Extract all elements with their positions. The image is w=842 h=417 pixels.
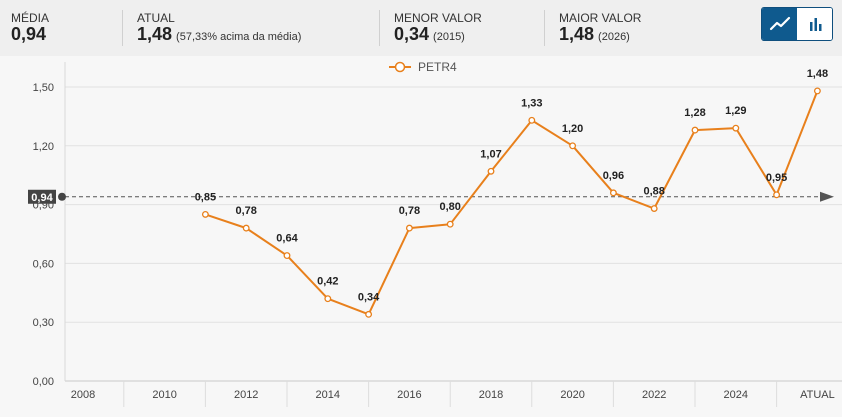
data-label: 0,88 — [643, 186, 664, 198]
divider — [544, 10, 545, 46]
divider — [379, 10, 380, 46]
average-badge-label: 0,94 — [31, 192, 53, 204]
data-point[interactable] — [650, 205, 658, 212]
data-point[interactable] — [405, 224, 413, 232]
legend-swatch-marker — [394, 61, 406, 73]
data-point[interactable] — [487, 167, 495, 175]
average-line: 0,94 — [28, 189, 834, 204]
data-point[interactable] — [528, 116, 536, 124]
x-tick-label: 2024 — [724, 389, 748, 401]
line-chart: PETR4 0,000,300,600,901,201,50 2008 2010 2… — [28, 60, 842, 407]
data-label: 0,78 — [399, 205, 420, 217]
data-label: 0,78 — [235, 205, 256, 217]
x-tick-label: ATUAL — [800, 389, 835, 401]
y-axis: 0,000,300,600,901,201,50 — [33, 82, 54, 388]
data-label: 0,64 — [276, 233, 298, 245]
data-point[interactable] — [813, 87, 821, 95]
data-label: 1,07 — [480, 148, 501, 160]
y-tick-label: 1,50 — [33, 82, 54, 94]
data-point[interactable] — [569, 142, 577, 150]
data-labels: 0,85 0,78 0,64 0,42 0,34 0,78 0,80 1,07 1,33 1,20… — [195, 68, 828, 303]
data-point[interactable] — [242, 224, 250, 232]
y-tick-label: 0,00 — [33, 376, 54, 388]
data-label: 1,29 — [725, 105, 746, 117]
data-point[interactable] — [446, 220, 454, 228]
x-tick-label: 2020 — [560, 389, 584, 401]
data-point[interactable] — [732, 124, 740, 132]
data-point[interactable] — [365, 310, 373, 318]
data-point[interactable] — [283, 252, 291, 260]
y-tick-label: 1,20 — [33, 141, 54, 153]
y-tick-label: 0,30 — [33, 317, 54, 329]
x-tick-label: 2014 — [316, 389, 340, 401]
stat-menor-label: MENOR VALOR — [394, 11, 482, 25]
x-tick-label: 2012 — [234, 389, 258, 401]
data-label: 1,20 — [562, 123, 583, 135]
data-point[interactable] — [609, 189, 617, 197]
x-tick-label: 2010 — [152, 389, 176, 401]
stat-atual-label: ATUAL — [137, 11, 175, 25]
stat-atual-value: 1,48 — [137, 24, 173, 44]
y-tick-label: 0,60 — [33, 258, 54, 270]
average-marker — [58, 192, 66, 201]
stat-menor-note: (2015) — [433, 31, 465, 43]
stats-bar: MÉDIA 0,94 ATUAL 1,48 (57,33% acima da mé… — [0, 0, 842, 56]
divider — [122, 10, 123, 46]
grid-lines — [64, 62, 842, 382]
chart-type-toggle — [761, 7, 833, 41]
data-label: 1,33 — [521, 97, 542, 109]
average-badge — [28, 189, 56, 204]
data-label: 0,42 — [317, 276, 338, 288]
stat-media-value: 0,94 — [11, 24, 47, 44]
stat-atual-note: (57,33% acima da média) — [176, 31, 302, 43]
data-point[interactable] — [201, 210, 209, 218]
legend-label: PETR4 — [418, 60, 457, 74]
x-tick-label: 2008 — [71, 389, 95, 401]
stat-maior-label: MAIOR VALOR — [559, 11, 642, 25]
x-axis: 2008 2010 2012 2014 2016 2018 2020 2022 2024 ATUA… — [71, 381, 835, 407]
line-chart-button[interactable] — [762, 8, 797, 40]
x-tick-label: 2022 — [642, 389, 666, 401]
bar-chart-icon — [809, 18, 821, 31]
bar-chart-button[interactable] — [798, 8, 832, 40]
average-arrow-icon — [820, 191, 834, 202]
stat-maior-value: 1,48 — [559, 24, 595, 44]
data-label: 1,48 — [807, 68, 828, 80]
data-point[interactable] — [773, 191, 781, 199]
data-label: 0,85 — [195, 191, 216, 203]
stat-media-label: MÉDIA — [11, 11, 50, 25]
x-tick-label: 2016 — [397, 389, 421, 401]
data-label: 0,95 — [766, 172, 787, 184]
series-petr4 — [201, 87, 821, 318]
data-point[interactable] — [324, 295, 332, 303]
data-label: 0,80 — [439, 201, 460, 213]
data-label: 0,96 — [603, 170, 624, 182]
chart-legend[interactable]: PETR4 — [389, 60, 457, 74]
x-tick-label: 2018 — [479, 389, 503, 401]
series-line — [205, 90, 819, 316]
data-label: 0,34 — [358, 291, 380, 303]
line-chart-icon — [769, 16, 790, 31]
stat-menor-value: 0,34 — [394, 24, 430, 44]
data-label: 1,28 — [684, 107, 705, 119]
stat-maior-note: (2026) — [598, 31, 630, 43]
data-point[interactable] — [691, 126, 699, 134]
